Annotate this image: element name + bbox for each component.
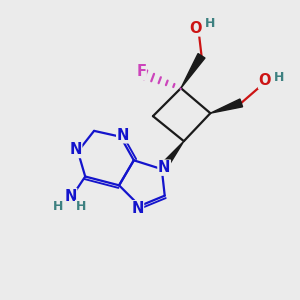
Text: N: N	[64, 189, 77, 204]
Text: N: N	[69, 142, 82, 158]
Text: N: N	[158, 160, 170, 175]
Text: H: H	[53, 200, 63, 213]
Polygon shape	[158, 141, 184, 172]
Text: H: H	[205, 17, 215, 30]
Text: N: N	[131, 201, 143, 216]
Polygon shape	[181, 54, 205, 88]
Text: O: O	[259, 73, 271, 88]
Polygon shape	[210, 99, 243, 113]
Text: N: N	[117, 128, 129, 143]
Text: H: H	[274, 71, 284, 84]
Text: F: F	[136, 64, 146, 80]
Text: H: H	[76, 200, 86, 213]
Text: O: O	[189, 21, 202, 36]
